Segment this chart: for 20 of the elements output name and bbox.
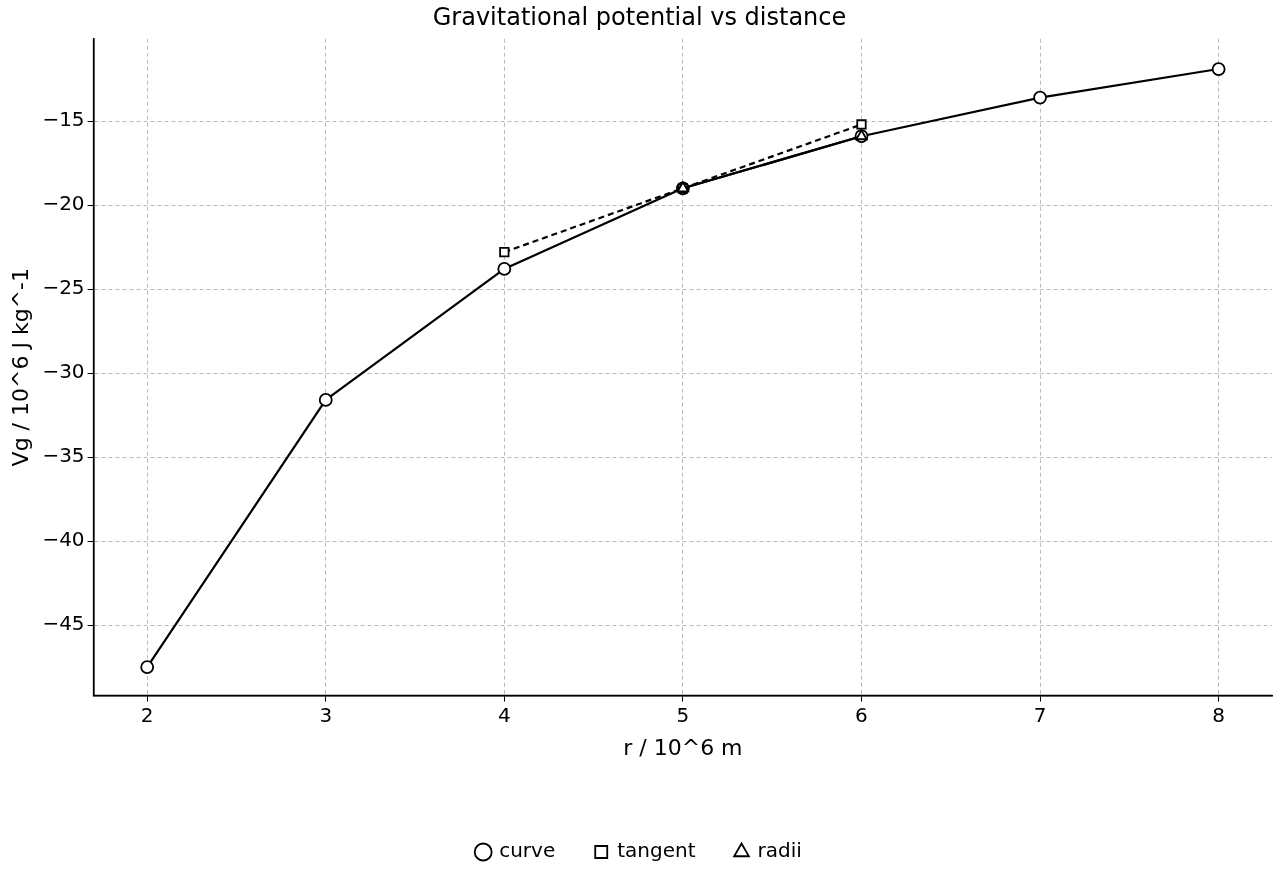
x-tick-label: 2 [140, 702, 154, 727]
x-tick-label: 4 [497, 702, 511, 727]
y-tick-label: −20 [42, 191, 85, 216]
y-tick-label: −40 [42, 527, 85, 552]
x-tick-label: 6 [855, 702, 868, 727]
legend-label: radii [757, 838, 802, 863]
legend-label: tangent [617, 838, 696, 863]
x-tick-label: 3 [319, 702, 333, 727]
x-tick-label: 7 [1033, 702, 1047, 727]
y-axis-title: Vg / 10^6 J kg^-1 [7, 268, 33, 467]
y-tick-label: −15 [42, 107, 85, 132]
chart-title: Gravitational potential vs distance [432, 2, 847, 31]
y-tick-label: −25 [42, 275, 85, 300]
y-tick-label: −35 [42, 443, 85, 468]
x-tick-label: 5 [676, 702, 690, 727]
y-tick-label: −30 [42, 359, 85, 384]
x-axis-title: r / 10^6 m [623, 734, 743, 760]
x-tick-label: 8 [1212, 702, 1225, 727]
legend-label: curve [499, 838, 556, 863]
y-tick-label: −45 [42, 611, 85, 636]
